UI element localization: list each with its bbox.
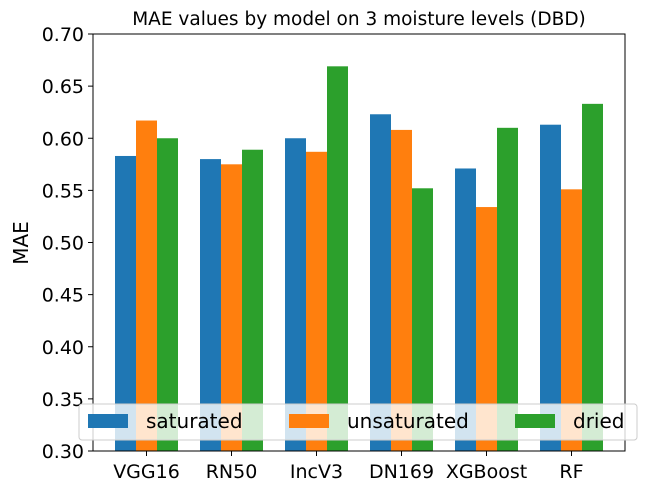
y-tick-label: 0.55	[42, 180, 84, 202]
y-tick-label: 0.65	[42, 76, 84, 98]
y-tick-label: 0.50	[42, 233, 84, 255]
y-axis: 0.30 0.35 0.40 0.45 0.50 0.55 0.60 0.65 0.70	[42, 24, 93, 463]
legend-swatch-saturated	[88, 414, 128, 428]
bar-dried-DN169	[412, 188, 433, 452]
y-tick-label: 0.60	[42, 128, 84, 150]
legend: saturated unsaturated dried	[78, 403, 638, 441]
bar-saturated-DN169	[370, 114, 391, 452]
bar-unsaturated-DN169	[391, 129, 412, 451]
bar-dried-RF	[582, 103, 603, 451]
x-axis: VGG16 RN50 IncV3 DN169 XGBoost RF	[113, 451, 584, 483]
y-tick-label: 0.45	[42, 285, 84, 307]
x-tick-label: XGBoost	[446, 461, 527, 483]
bar-saturated-RF	[540, 124, 561, 451]
x-tick-label: IncV3	[290, 461, 343, 483]
x-tick-label: DN169	[369, 461, 434, 483]
x-tick-label: VGG16	[113, 461, 180, 483]
y-axis-label: MAE	[9, 221, 33, 265]
y-tick-label: 0.70	[42, 24, 84, 46]
y-tick-label: 0.40	[42, 337, 84, 359]
bar-unsaturated-XGBoost	[476, 207, 497, 451]
bar-unsaturated-RN50	[221, 164, 242, 451]
bar-saturated-VGG16	[115, 155, 136, 451]
legend-swatch-unsaturated	[289, 414, 329, 428]
y-tick-label: 0.35	[42, 389, 84, 411]
x-tick-label: RF	[559, 461, 583, 483]
chart-title: MAE values by model on 3 moisture levels…	[132, 9, 586, 30]
legend-label-dried: dried	[573, 409, 624, 433]
bar-dried-RN50	[242, 149, 263, 451]
bars-layer	[115, 66, 603, 452]
legend-box	[78, 403, 638, 441]
bar-unsaturated-RF	[561, 189, 582, 451]
legend-label-unsaturated: unsaturated	[347, 409, 469, 433]
legend-label-saturated: saturated	[146, 409, 243, 433]
bar-dried-VGG16	[157, 138, 178, 451]
legend-swatch-dried	[515, 414, 555, 428]
bar-dried-IncV3	[327, 66, 348, 451]
bar-unsaturated-VGG16	[136, 120, 157, 451]
x-tick-label: RN50	[206, 461, 258, 483]
y-tick-label: 0.30	[42, 441, 84, 463]
bar-saturated-RN50	[200, 159, 221, 451]
bar-dried-XGBoost	[497, 127, 518, 451]
bar-saturated-XGBoost	[455, 168, 476, 452]
bar-unsaturated-IncV3	[306, 151, 327, 452]
bar-saturated-IncV3	[285, 138, 306, 451]
